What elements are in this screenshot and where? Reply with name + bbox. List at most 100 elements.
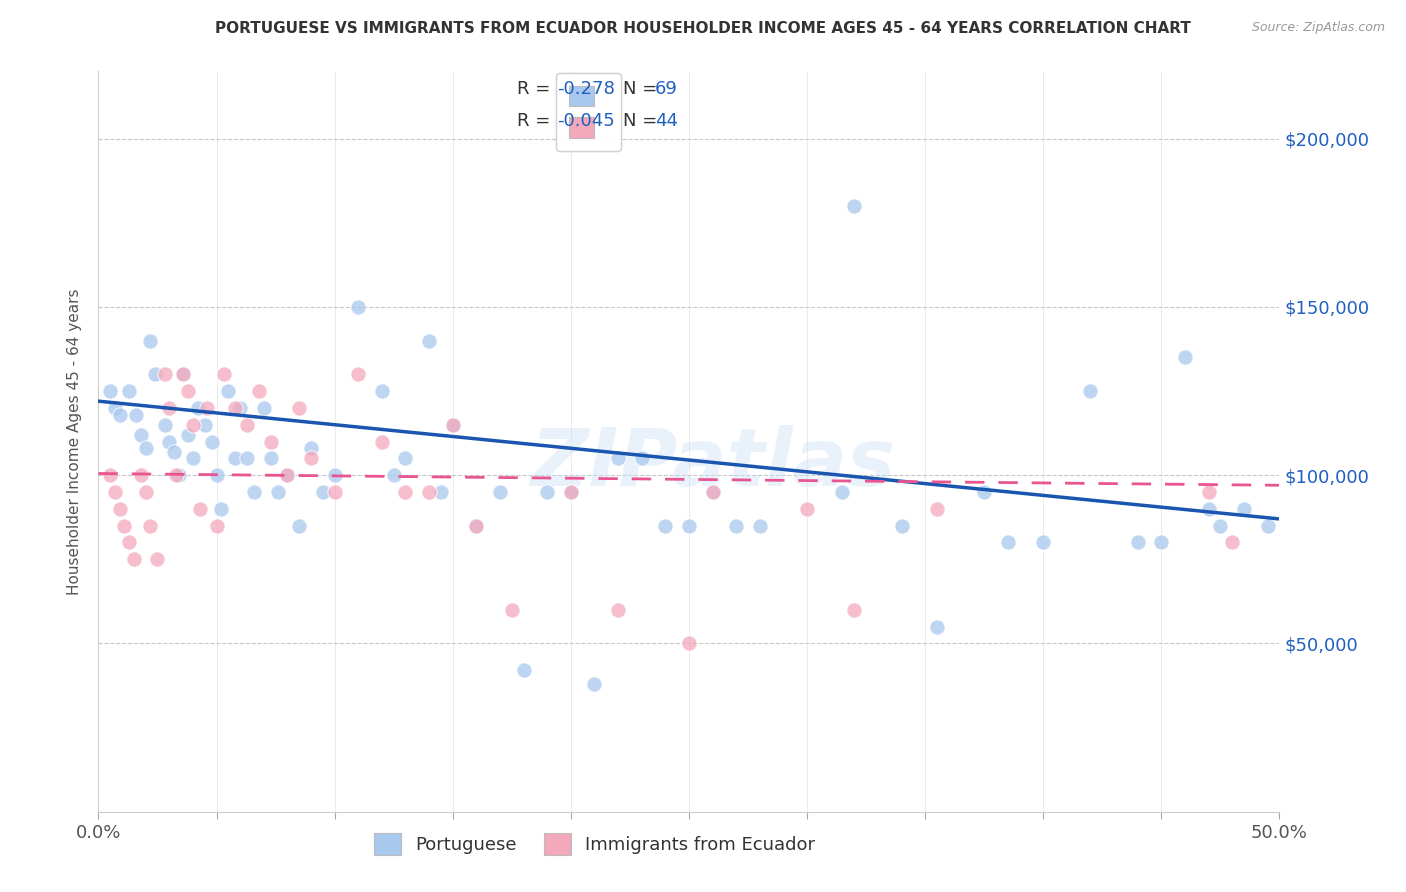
Point [118,384,141,398]
Point [129,468,152,483]
Point [371,384,394,398]
Point [831,485,853,500]
Point [153,368,176,382]
Text: N =: N = [623,80,662,98]
Point [165,468,187,483]
Point [205,468,228,483]
Point [430,485,453,500]
Point [172,368,194,382]
Point [98,384,121,398]
Point [163,444,186,458]
Point [1220,535,1243,549]
Text: R =: R = [517,112,557,130]
Point [118,535,141,549]
Point [1257,518,1279,533]
Point [973,485,995,500]
Point [796,501,818,516]
Point [418,334,440,348]
Point [1198,501,1220,516]
Point [394,451,416,466]
Point [1233,501,1256,516]
Point [323,485,346,500]
Point [560,485,582,500]
Point [125,408,148,422]
Point [1150,535,1173,549]
Point [925,619,948,633]
Text: PORTUGUESE VS IMMIGRANTS FROM ECUADOR HOUSEHOLDER INCOME AGES 45 - 64 YEARS CORR: PORTUGUESE VS IMMIGRANTS FROM ECUADOR HO… [215,21,1191,36]
Text: N =: N = [623,112,662,130]
Point [678,518,700,533]
Point [1198,485,1220,500]
Point [997,535,1019,549]
Point [243,485,266,500]
Point [1080,384,1102,398]
Y-axis label: Householder Income Ages 45 - 64 years: Householder Income Ages 45 - 64 years [67,288,83,595]
Point [418,485,440,500]
Point [236,451,259,466]
Point [654,518,676,533]
Point [607,451,630,466]
Point [748,518,770,533]
Point [177,384,200,398]
Point [236,417,259,432]
Text: -0.278: -0.278 [557,80,614,98]
Text: Source: ZipAtlas.com: Source: ZipAtlas.com [1251,21,1385,34]
Point [188,501,211,516]
Point [224,401,246,415]
Point [129,427,152,442]
Point [512,664,534,678]
Point [890,518,912,533]
Point [217,384,239,398]
Point [139,334,162,348]
Point [260,434,283,449]
Legend: Portuguese, Immigrants from Ecuador: Portuguese, Immigrants from Ecuador [367,825,823,862]
Point [371,434,394,449]
Point [347,368,370,382]
Point [224,451,246,466]
Point [209,501,232,516]
Point [276,468,298,483]
Text: R =: R = [517,80,557,98]
Point [1174,351,1197,365]
Text: -0.045: -0.045 [557,112,614,130]
Point [181,417,204,432]
Point [312,485,335,500]
Point [229,401,252,415]
Point [177,427,200,442]
Point [465,518,488,533]
Point [1126,535,1149,549]
Point [441,417,464,432]
Point [181,451,204,466]
Text: 44: 44 [655,112,678,130]
Point [288,401,311,415]
Point [607,603,630,617]
Point [195,401,218,415]
Point [167,468,190,483]
Point [299,451,322,466]
Point [157,434,180,449]
Point [1032,535,1054,549]
Point [394,485,416,500]
Point [135,442,157,456]
Point [288,518,311,533]
Point [108,501,131,516]
Point [187,401,209,415]
Point [925,501,948,516]
Point [104,485,127,500]
Point [678,636,700,650]
Point [725,518,748,533]
Point [172,368,194,382]
Point [157,401,180,415]
Text: 69: 69 [655,80,678,98]
Point [560,485,582,500]
Point [201,434,224,449]
Point [212,368,235,382]
Point [630,451,652,466]
Point [465,518,488,533]
Point [253,401,276,415]
Point [267,485,290,500]
Point [122,552,145,566]
Point [382,468,405,483]
Point [135,485,157,500]
Point [276,468,298,483]
